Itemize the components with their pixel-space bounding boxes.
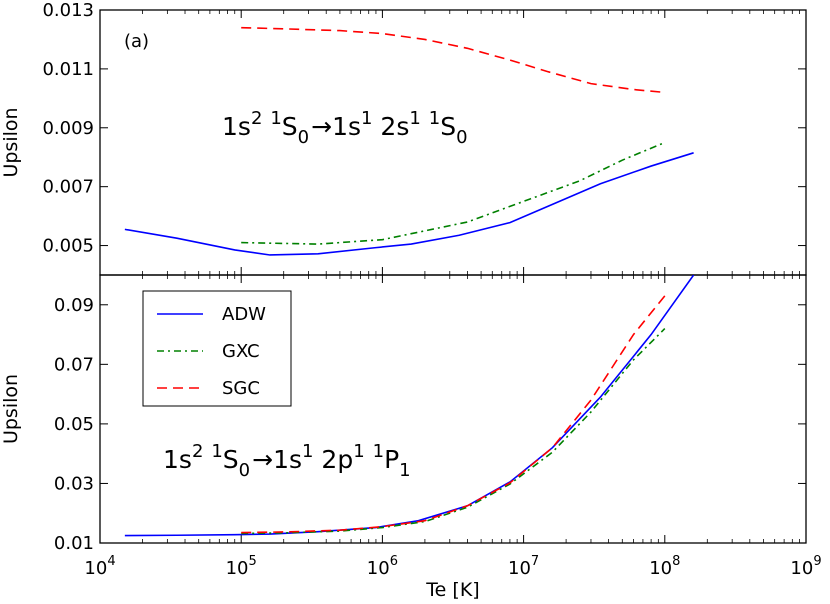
y-tick-label: 0.011 bbox=[42, 59, 94, 80]
panel-bottom: Te [K] 0.01 0.03 0.05 0.07 0.09 Upsilon 1s2 1S… bbox=[0, 274, 822, 601]
y-tick-label: 0.013 bbox=[42, 0, 94, 21]
panel-top: (a) 0.005 0.007 0.009 0.011 0.013 Upsilon 1s2 … bbox=[0, 0, 807, 276]
y-tick-label: 0.01 bbox=[54, 533, 94, 554]
y-axis-title: Upsilon bbox=[0, 374, 22, 444]
y-tick-label: 0.07 bbox=[54, 354, 94, 375]
series-line-sgc bbox=[241, 295, 666, 534]
legend-label-gxc: GXC bbox=[222, 341, 260, 362]
series-line-sgc bbox=[241, 26, 665, 94]
plot-frame-top bbox=[99, 9, 807, 276]
x-tick-label: 109 bbox=[790, 554, 821, 579]
x-tick-label: 108 bbox=[649, 554, 680, 579]
y-tick-label: 0.005 bbox=[42, 236, 94, 257]
legend-label-adw: ADW bbox=[222, 304, 266, 325]
x-tick-label: 104 bbox=[84, 554, 115, 579]
x-axis-title: Te [K] bbox=[425, 579, 479, 601]
y-axis-title: Upsilon bbox=[0, 107, 22, 177]
series-line-adw bbox=[124, 275, 695, 537]
series-line-gxc bbox=[241, 141, 666, 245]
series-line-adw bbox=[124, 152, 694, 256]
y-tick-label: 0.05 bbox=[54, 414, 94, 435]
legend-box bbox=[142, 290, 292, 407]
plot-frame-bottom bbox=[99, 274, 807, 544]
x-tick-label: 107 bbox=[508, 554, 539, 579]
transition-label: 1s2 1S0→1s1 2s1 1S0 bbox=[222, 108, 468, 148]
transition-label: 1s2 1S0→1s1 2p1 1P1 bbox=[163, 441, 411, 481]
legend-label-sgc: SGC bbox=[222, 378, 260, 399]
legend: ADW GXC SGC bbox=[142, 290, 292, 407]
x-tick-label: 105 bbox=[226, 554, 257, 579]
y-tick-label: 0.03 bbox=[54, 473, 94, 494]
x-tick-label: 106 bbox=[367, 554, 398, 579]
y-tick-label: 0.007 bbox=[42, 177, 94, 198]
y-tick-label: 0.009 bbox=[42, 118, 94, 139]
panel-label: (a) bbox=[124, 31, 149, 52]
y-tick-label: 0.09 bbox=[54, 295, 94, 316]
series-line-gxc bbox=[241, 328, 666, 535]
